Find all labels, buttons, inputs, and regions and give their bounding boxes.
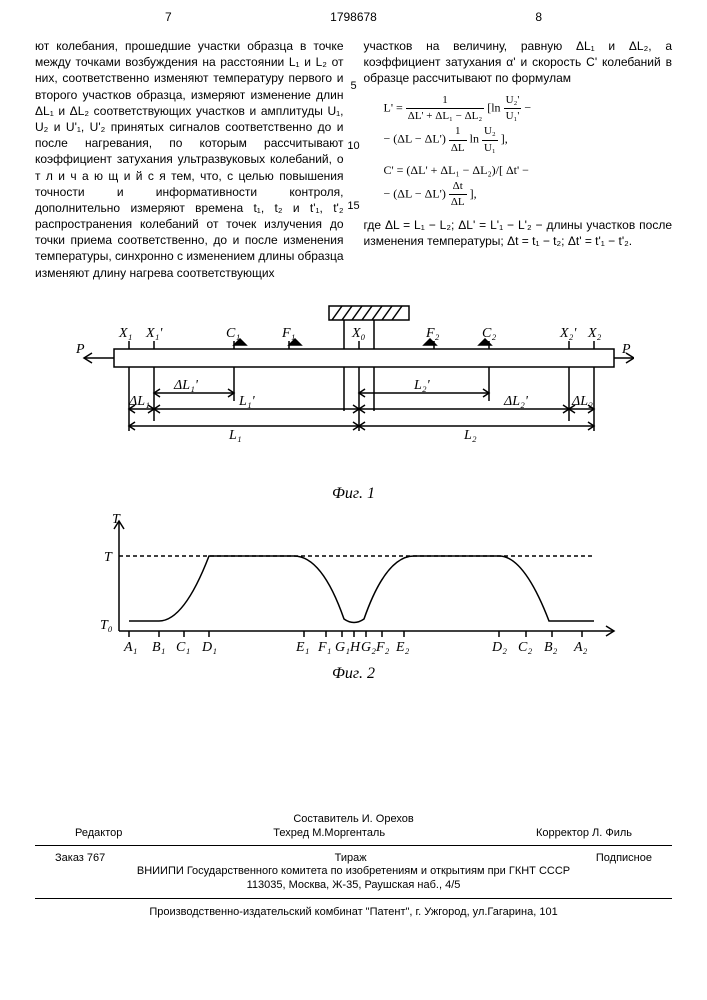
svg-text:L₂': L₂' bbox=[413, 378, 431, 393]
f1-lhs: L' = bbox=[384, 100, 403, 114]
svg-text:B₁: B₁ bbox=[152, 640, 165, 655]
svg-text:L₁: L₁ bbox=[228, 428, 242, 443]
svg-text:T: T bbox=[104, 550, 113, 565]
svg-text:L₂: L₂ bbox=[463, 428, 477, 443]
order-line: Заказ 767 Тираж Подписное bbox=[35, 852, 672, 864]
f1-dash: − bbox=[524, 100, 531, 114]
f1-main-frac: 1ΔL' + ΔL₁ − ΔL₂ bbox=[406, 93, 484, 125]
imprint: ВНИИПИ Государственного комитета по изоб… bbox=[35, 864, 672, 893]
imprint-line-2: 113035, Москва, Ж-35, Раушская наб., 4/5 bbox=[247, 879, 461, 891]
right-where: где ΔL = L₁ − L₂; ΔL' = L'₁ − L'₂ − длин… bbox=[364, 218, 673, 248]
text-columns: ют колебания, прошедшие участки образца … bbox=[35, 38, 672, 281]
header: 7 1798678 8 bbox=[35, 10, 672, 30]
f1-q2: U₂U₁ bbox=[482, 124, 498, 156]
svg-text:E₂: E₂ bbox=[395, 640, 410, 655]
credits-block: Составитель И. Орехов Редактор Техред М.… bbox=[35, 813, 672, 920]
svg-text:X₂': X₂' bbox=[559, 326, 577, 341]
svg-text:B₂: B₂ bbox=[544, 640, 558, 655]
svg-text:A₂: A₂ bbox=[573, 640, 588, 655]
svg-text:ΔL₂': ΔL₂' bbox=[503, 394, 529, 409]
f2-p2a: − (ΔL − ΔL') bbox=[384, 187, 446, 201]
right-intro: участков на величину, равную ΔL₁ и ΔL₂, … bbox=[364, 39, 673, 85]
svg-text:C₁: C₁ bbox=[226, 326, 240, 341]
tech-editor: Техред М.Моргенталь bbox=[273, 827, 385, 839]
f2-frac: ΔtΔL bbox=[449, 179, 467, 211]
svg-text:F₂: F₂ bbox=[425, 326, 440, 341]
left-column: ют колебания, прошедшие участки образца … bbox=[35, 38, 344, 281]
page-number-right: 8 bbox=[535, 10, 542, 24]
separator-2 bbox=[35, 898, 672, 899]
svg-text:F₁: F₁ bbox=[317, 640, 331, 655]
svg-text:P: P bbox=[75, 342, 85, 357]
svg-text:F₂: F₂ bbox=[375, 640, 390, 655]
f1-end: ], bbox=[501, 132, 508, 146]
f1-p2b: ln bbox=[470, 132, 479, 146]
svg-text:H: H bbox=[349, 640, 361, 655]
svg-text:X₁': X₁' bbox=[145, 326, 163, 341]
figure-2: T T T₀ A₁ B₁ C₁ D₁ E₁ F₁ G₁H G₂F₂ E₂ D₂ C₂ B… bbox=[74, 511, 634, 661]
svg-text:X₀: X₀ bbox=[351, 326, 366, 341]
line-number-5: 5 bbox=[350, 80, 356, 92]
page-number-left: 7 bbox=[165, 10, 172, 24]
svg-text:D₂: D₂ bbox=[491, 640, 507, 655]
svg-text:F₁: F₁ bbox=[281, 326, 295, 341]
svg-text:E₁: E₁ bbox=[295, 640, 309, 655]
figure-1: X₁ X₁' C₁ F₁ X₀ F₂ C₂ X₂' X₂ P P ΔL₁' L₂' L₁' Δ… bbox=[74, 301, 634, 481]
figures-block: X₁ X₁' C₁ F₁ X₀ F₂ C₂ X₂' X₂ P P ΔL₁' L₂' L₁' Δ… bbox=[35, 301, 672, 683]
page: 7 1798678 8 5 10 15 ют колебания, прошед… bbox=[0, 0, 707, 1000]
f1-bracket: [ln bbox=[487, 100, 500, 114]
formula-alpha: L' = 1ΔL' + ΔL₁ − ΔL₂ [ln U₂'U₁' − − (ΔL… bbox=[384, 93, 673, 157]
svg-text:ΔL₁': ΔL₁' bbox=[173, 378, 199, 393]
imprint-line-1: ВНИИПИ Государственного комитета по изоб… bbox=[137, 865, 570, 877]
order-number: Заказ 767 bbox=[55, 852, 105, 864]
line-number-15: 15 bbox=[347, 200, 359, 212]
line-number-10: 10 bbox=[347, 140, 359, 152]
f1-q2f: 1ΔL bbox=[449, 124, 467, 156]
f1-p2a: − (ΔL − ΔL') bbox=[384, 132, 446, 146]
corrector: Корректор Л. Филь bbox=[536, 827, 632, 839]
svg-text:D₁: D₁ bbox=[201, 640, 217, 655]
svg-text:ΔL₂: ΔL₂ bbox=[571, 394, 593, 409]
svg-text:X₂: X₂ bbox=[587, 326, 602, 341]
svg-text:P: P bbox=[621, 342, 631, 357]
svg-text:T₀: T₀ bbox=[100, 618, 113, 633]
formula-c: C' = (ΔL' + ΔL₁ − ΔL₂)/[ Δt' − − (ΔL − Δ… bbox=[384, 162, 673, 211]
svg-text:C₂: C₂ bbox=[482, 326, 496, 341]
f2-end: ], bbox=[470, 187, 477, 201]
tirazh: Тираж bbox=[335, 852, 367, 864]
svg-text:L₁': L₁' bbox=[238, 394, 256, 409]
subscription: Подписное bbox=[596, 852, 652, 864]
separator-1 bbox=[35, 845, 672, 846]
right-column: участков на величину, равную ΔL₁ и ΔL₂, … bbox=[364, 38, 673, 281]
svg-text:C₂: C₂ bbox=[518, 640, 532, 655]
svg-text:G₁: G₁ bbox=[335, 640, 350, 655]
imprint-line-3: Производственно-издательский комбинат "П… bbox=[149, 906, 557, 918]
compiler: Составитель И. Орехов bbox=[293, 813, 413, 825]
svg-text:A₁: A₁ bbox=[123, 640, 137, 655]
svg-text:ΔL₁: ΔL₁ bbox=[128, 394, 150, 409]
svg-text:T: T bbox=[112, 512, 121, 527]
fig2-caption: Фиг. 2 bbox=[35, 665, 672, 683]
editor-label: Редактор bbox=[75, 827, 122, 839]
f1-q1: U₂'U₁' bbox=[504, 93, 522, 125]
svg-text:G₂: G₂ bbox=[361, 640, 376, 655]
patent-number: 1798678 bbox=[330, 10, 377, 24]
f2-lhs: C' = (ΔL' + ΔL₁ − ΔL₂)/[ Δt' − bbox=[384, 163, 529, 177]
imprint-bottom: Производственно-издательский комбинат "П… bbox=[35, 905, 672, 919]
svg-text:X₁: X₁ bbox=[118, 326, 132, 341]
fig1-caption: Фиг. 1 bbox=[35, 485, 672, 503]
svg-text:C₁: C₁ bbox=[176, 640, 190, 655]
